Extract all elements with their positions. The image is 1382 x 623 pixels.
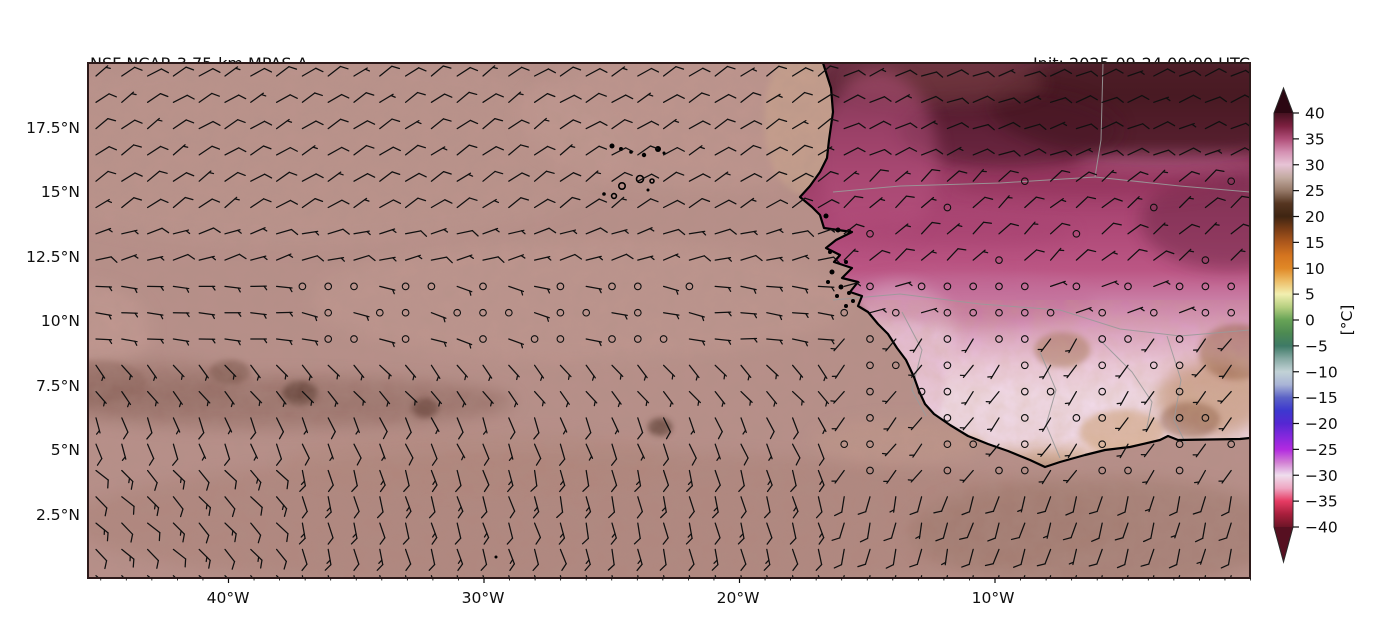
y-tick-label: 2.5°N [36, 506, 80, 524]
colorbar-tick-label: −20 [1305, 415, 1338, 433]
coastline [798, 63, 1250, 469]
y-axis-labels: 17.5°N 15°N 12.5°N 10°N 7.5°N 5°N 2.5°N [26, 119, 80, 524]
x-tick-label: 10°W [972, 589, 1015, 607]
y-tick-label: 17.5°N [26, 119, 80, 137]
colorbar-tick-label: −10 [1305, 363, 1338, 381]
colorbar-tick-label: −40 [1305, 519, 1338, 537]
colorbar-tick-label: 0 [1305, 312, 1315, 330]
colorbar-tick-label: 5 [1305, 286, 1315, 304]
x-axis-labels: 40°W 30°W 20°W 10°W [207, 589, 1015, 607]
wind-barbs [95, 65, 1250, 578]
colorbar-tick-label: 25 [1305, 182, 1325, 200]
y-tick-label: 15°N [41, 183, 80, 201]
y-tick-label: 5°N [51, 441, 80, 459]
islands [494, 143, 855, 559]
colorbar-tick-label: 40 [1305, 105, 1325, 123]
y-tick-label: 7.5°N [36, 377, 80, 395]
colorbar-unit-label: [°C] [1338, 305, 1356, 336]
colorbar-tick-label: −25 [1305, 441, 1338, 459]
colorbar-tick-label: −30 [1305, 467, 1338, 485]
colorbar: 40 35 30 25 20 15 10 5 0 −5 −10 −15 −20 −25 −30 −35 −40 [… [1273, 86, 1356, 564]
x-tick-label: 20°W [717, 589, 760, 607]
colorbar-tick-label: −15 [1305, 389, 1338, 407]
colorbar-tick-label: 20 [1305, 208, 1325, 226]
axis-ticks [100, 578, 1251, 583]
y-tick-label: 12.5°N [26, 248, 80, 266]
colorbar-tick-label: −5 [1305, 337, 1328, 355]
colorbar-tick-label: 35 [1305, 130, 1325, 148]
x-tick-label: 30°W [462, 589, 505, 607]
colorbar-tick-label: 30 [1305, 156, 1325, 174]
colorbar-tick-label: 10 [1305, 260, 1325, 278]
colorbar-tick-label: −35 [1305, 493, 1338, 511]
map-field [88, 63, 1250, 578]
y-tick-label: 10°N [41, 312, 80, 330]
colorbar-tick-label: 15 [1305, 234, 1325, 252]
x-tick-label: 40°W [207, 589, 250, 607]
plot-frame [87, 62, 1251, 579]
